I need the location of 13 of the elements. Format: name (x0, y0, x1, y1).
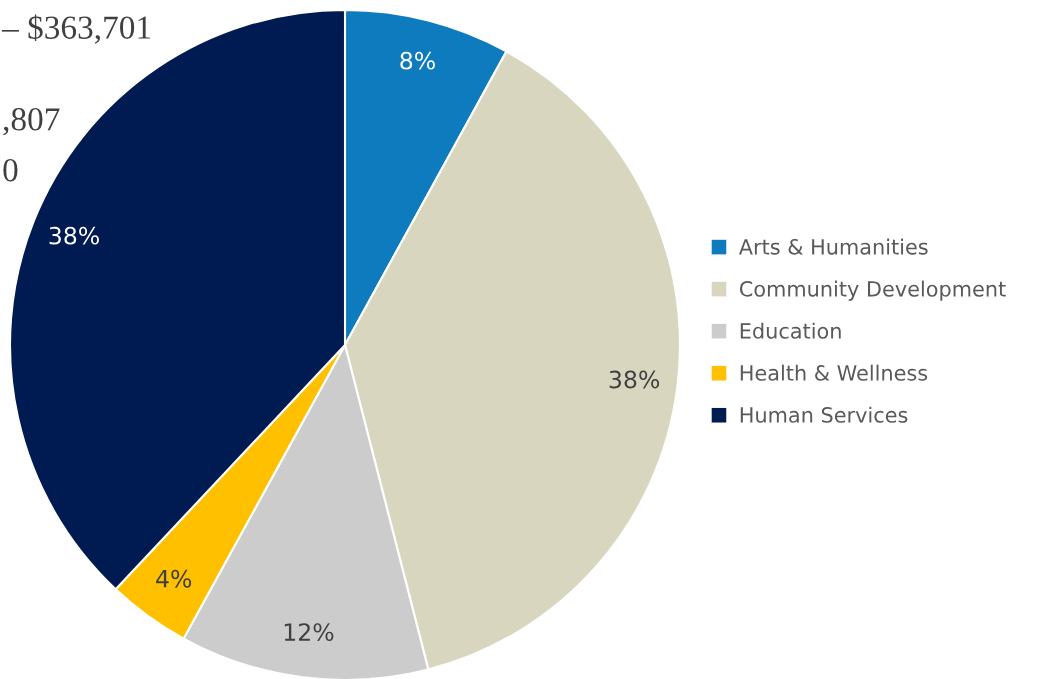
legend-label: Community Development (739, 280, 1006, 301)
text: 0 (3, 158, 18, 182)
data-label: 4% (156, 569, 192, 588)
legend-label: Education (740, 322, 841, 339)
text: – $363,701 (1, 14, 151, 44)
text: ,807 (3, 108, 60, 136)
legend-label: Health & Wellness (740, 364, 928, 381)
data-label: 38% (49, 226, 99, 245)
legend-label: Human Services (740, 406, 908, 423)
data-label: 8% (400, 51, 435, 70)
legend-label: Arts & Humanities (738, 238, 928, 255)
data-label: 12% (284, 623, 334, 641)
data-label: 38% (609, 370, 660, 389)
